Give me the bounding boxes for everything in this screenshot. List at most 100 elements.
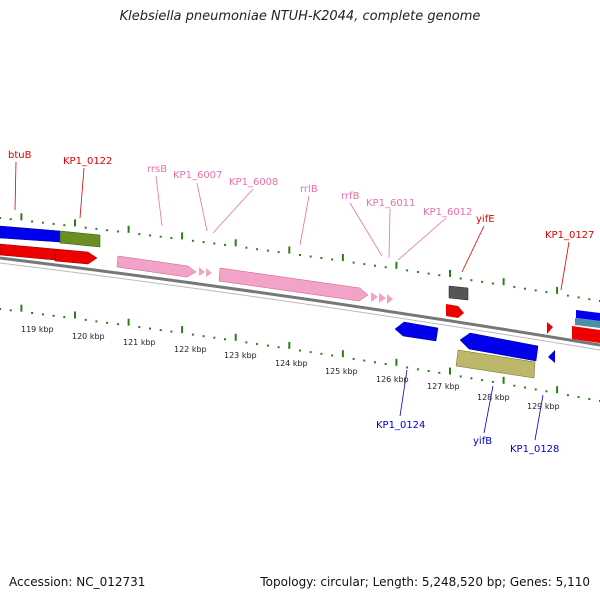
cds-small-red[interactable] [547, 322, 553, 334]
feature-label-btuB[interactable]: btuB [8, 150, 32, 161]
trna-KP1_6012[interactable] [387, 294, 393, 304]
major-tick [181, 232, 184, 240]
minor-tick [63, 224, 66, 227]
rrna-rrfB[interactable] [371, 292, 378, 302]
minor-tick [266, 344, 269, 347]
map-title: Klebsiella pneumoniae NTUH-K2044, comple… [119, 9, 481, 24]
genome-backbone [0, 256, 600, 347]
major-tick [127, 225, 130, 233]
major-tick [556, 386, 559, 394]
axis-tick-label: 126 kbp [376, 375, 409, 384]
major-tick [449, 269, 451, 277]
upper-tick-row [0, 213, 600, 302]
minor-tick [299, 254, 301, 256]
cds-red-left-2[interactable] [54, 248, 98, 265]
minor-tick [438, 274, 441, 277]
minor-tick [577, 296, 580, 299]
axis-tick-label: 121 kbp [123, 338, 156, 347]
minor-tick [138, 233, 141, 236]
minor-tick [52, 222, 55, 225]
major-tick [288, 341, 291, 349]
trna-KP1_6011[interactable] [379, 293, 386, 303]
major-tick [395, 261, 398, 269]
major-tick [502, 376, 505, 384]
minor-tick [427, 272, 430, 275]
trna-KP1_6008[interactable] [206, 268, 212, 277]
feature-label-KP1_0127[interactable]: KP1_0127 [545, 230, 594, 241]
lower-tick-row [0, 304, 600, 402]
rrna-rrlB[interactable] [218, 267, 369, 302]
minor-tick [95, 227, 98, 230]
leader-KP1_0127 [560, 241, 570, 291]
minor-tick [384, 266, 387, 269]
leader-KP1_0122 [79, 167, 85, 219]
minor-tick [513, 384, 516, 387]
major-tick [74, 311, 76, 319]
minor-tick [470, 377, 473, 380]
minor-tick [309, 351, 312, 354]
minor-tick [524, 287, 526, 290]
major-tick [288, 246, 291, 254]
minor-tick [566, 294, 569, 297]
gc-bar-yifB [455, 349, 536, 379]
feature-label-KP1_6011[interactable]: KP1_6011 [366, 198, 415, 209]
minor-tick [191, 239, 194, 242]
feature-label-KP1_0128[interactable]: KP1_0128 [510, 444, 559, 455]
feature-label-rrfB[interactable]: rrfB [341, 191, 360, 202]
minor-tick [245, 341, 248, 344]
minor-tick [406, 366, 409, 369]
minor-tick [459, 277, 462, 280]
major-tick [502, 278, 505, 286]
axis-tick-label: 125 kbp [325, 367, 358, 376]
minor-tick [0, 217, 1, 219]
cds-right-teal[interactable] [575, 318, 600, 328]
minor-tick [331, 354, 334, 357]
minor-tick [513, 285, 516, 288]
leader-KP1_0124 [399, 369, 408, 417]
minor-tick [9, 218, 12, 221]
axis-labels: 119 kbp 120 kbp 121 kbp 122 kbp 123 kbp … [21, 325, 560, 411]
minor-tick [524, 386, 526, 389]
minor-tick [31, 312, 34, 314]
minor-tick [191, 333, 194, 336]
genome-summary-text: Topology: circular; Length: 5,248,520 bp… [260, 575, 590, 589]
minor-tick [245, 246, 248, 249]
minor-tick [545, 390, 548, 393]
feature-label-KP1_6012[interactable]: KP1_6012 [423, 207, 472, 218]
rrna-rrsB[interactable] [116, 255, 197, 278]
major-tick [127, 318, 130, 326]
feature-label-KP1_6007[interactable]: KP1_6007 [173, 170, 222, 181]
feature-label-yifE[interactable]: yifE [476, 214, 495, 225]
minor-tick [416, 271, 419, 273]
leader-yifE [461, 225, 485, 273]
gene-yifE[interactable] [448, 285, 469, 301]
cds-right-blue[interactable] [576, 310, 600, 321]
leader-KP1_6007 [196, 182, 208, 232]
cds-KP1_0128[interactable] [548, 350, 555, 363]
minor-tick [534, 388, 537, 391]
minor-tick [331, 258, 334, 261]
feature-label-KP1_6008[interactable]: KP1_6008 [229, 177, 278, 188]
leader-KP1_6008 [212, 188, 254, 234]
cds-KP1_0122[interactable] [59, 230, 101, 248]
minor-tick [41, 313, 44, 316]
feature-label-KP1_0122[interactable]: KP1_0122 [63, 156, 112, 167]
feature-label-rrlB[interactable]: rrlB [300, 184, 318, 195]
minor-tick [588, 398, 591, 400]
minor-tick [481, 280, 484, 283]
cds-KP1_0124[interactable] [394, 321, 439, 342]
minor-tick [52, 314, 55, 317]
feature-label-KP1_0124[interactable]: KP1_0124 [376, 420, 425, 431]
trna-KP1_6007[interactable] [199, 267, 205, 276]
cds-btuB[interactable] [0, 225, 61, 243]
feature-label-rrsB[interactable]: rrsB [147, 164, 167, 175]
cds-yifE-red[interactable] [446, 304, 464, 318]
minor-tick [277, 251, 280, 254]
minor-tick [0, 308, 1, 310]
feature-label-yifB[interactable]: yifB [473, 436, 492, 447]
genome-backbone-inner [0, 262, 600, 351]
axis-tick-label: 120 kbp [72, 332, 105, 341]
cds-yifB[interactable] [459, 332, 539, 362]
cds-right-red[interactable] [572, 326, 600, 343]
